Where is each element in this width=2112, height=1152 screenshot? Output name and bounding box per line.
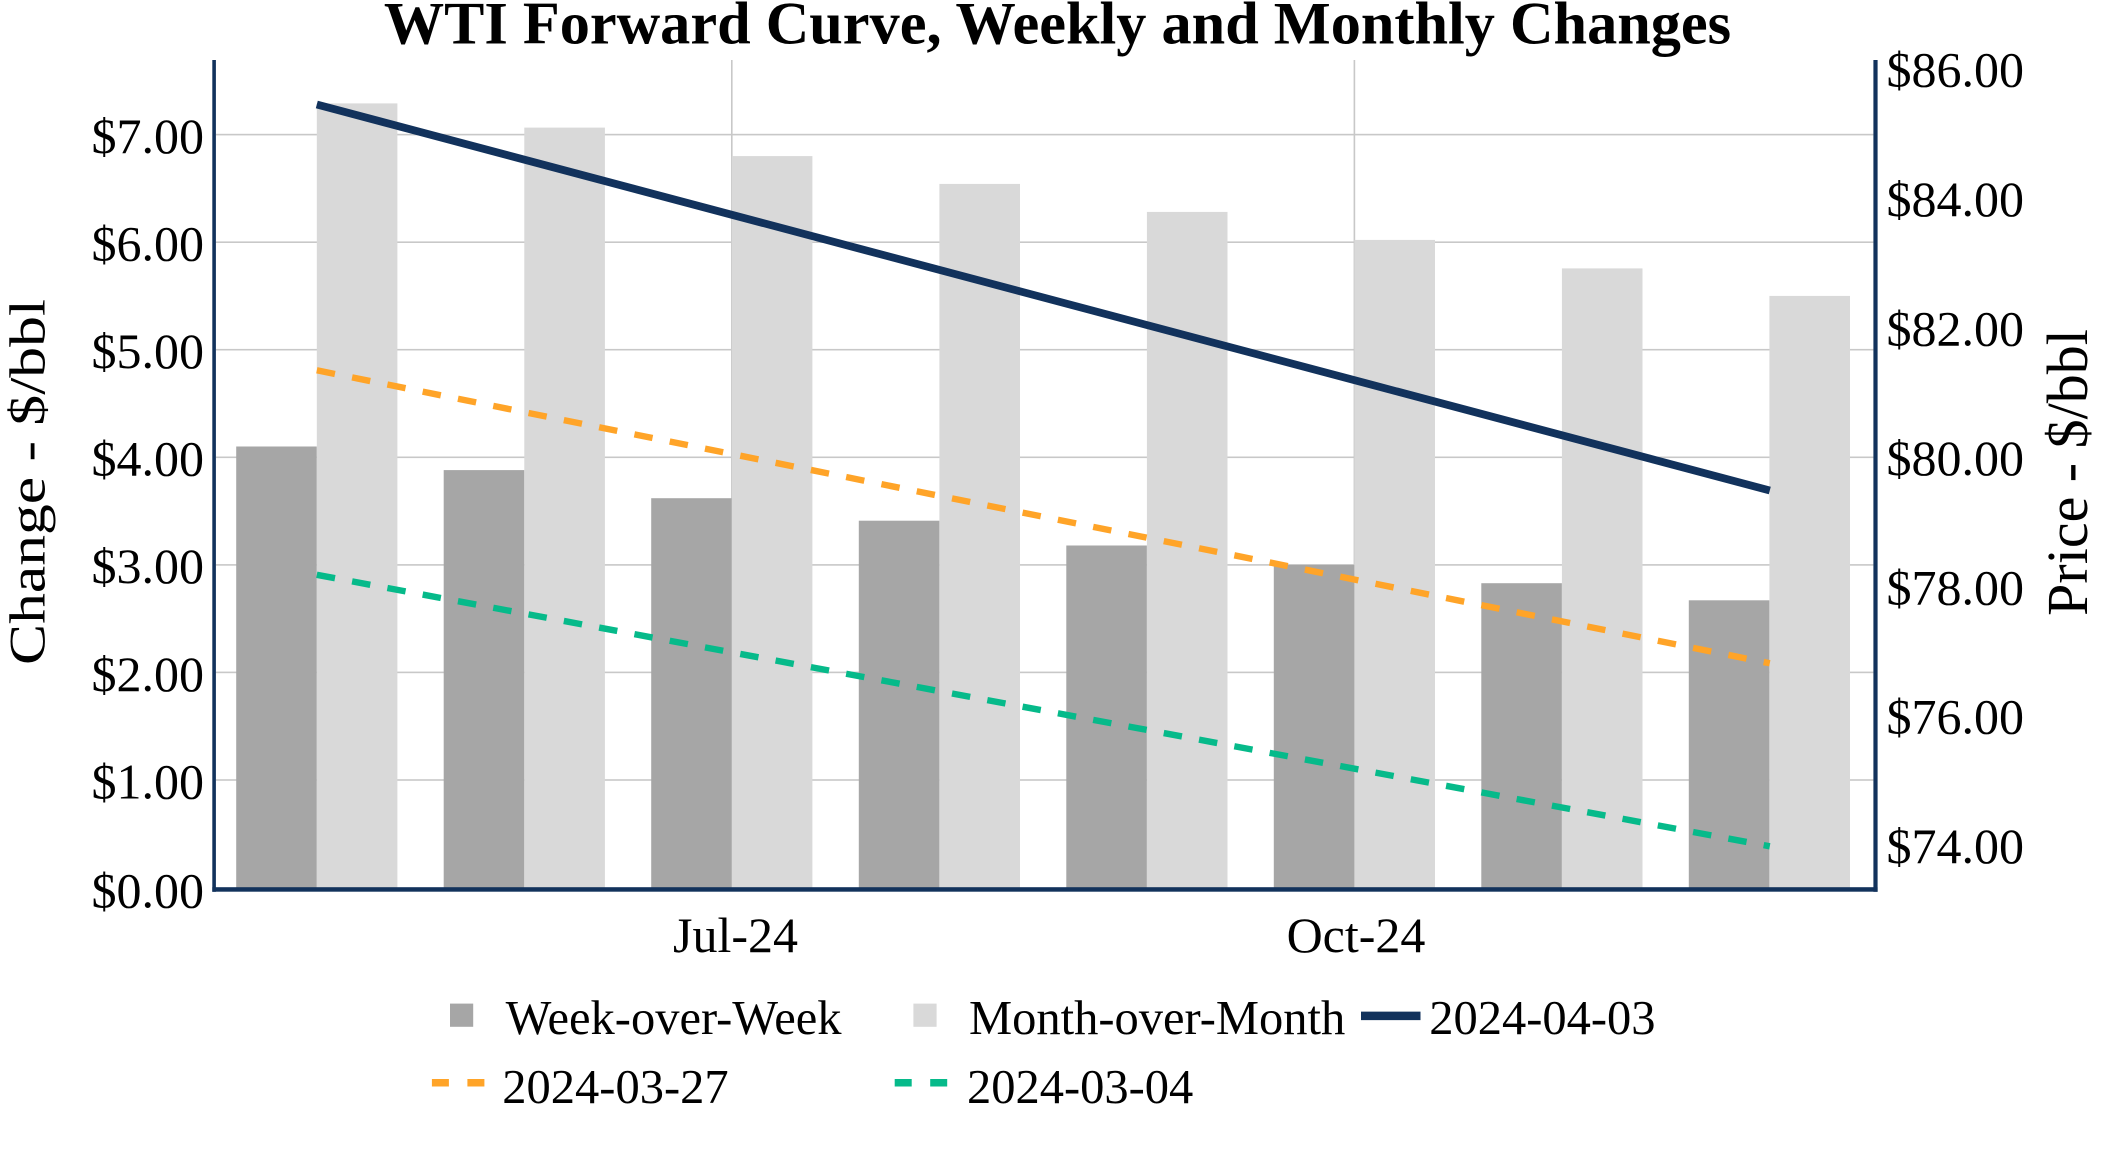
- svg-text:Month-over-Month: Month-over-Month: [969, 992, 1345, 1045]
- svg-text:$82.00: $82.00: [1887, 300, 2025, 356]
- svg-text:$76.00: $76.00: [1887, 689, 2025, 745]
- svg-text:$1.00: $1.00: [92, 753, 205, 809]
- svg-text:$84.00: $84.00: [1887, 171, 2025, 227]
- svg-text:Change - $/bbl: Change - $/bbl: [0, 299, 56, 665]
- svg-text:2024-03-04: 2024-03-04: [967, 1061, 1193, 1114]
- svg-text:Oct-24: Oct-24: [1287, 907, 1426, 963]
- svg-text:$86.00: $86.00: [1887, 42, 2025, 98]
- svg-text:$7.00: $7.00: [92, 108, 205, 164]
- svg-text:$3.00: $3.00: [92, 538, 205, 594]
- svg-text:$2.00: $2.00: [92, 646, 205, 702]
- svg-text:$6.00: $6.00: [92, 216, 205, 272]
- svg-text:Jul-24: Jul-24: [673, 907, 798, 963]
- svg-text:$80.00: $80.00: [1887, 430, 2025, 486]
- svg-text:$78.00: $78.00: [1887, 559, 2025, 615]
- svg-text:2024-03-27: 2024-03-27: [502, 1061, 728, 1114]
- svg-text:2024-04-03: 2024-04-03: [1429, 992, 1655, 1045]
- svg-text:$0.00: $0.00: [92, 863, 205, 919]
- svg-text:$74.00: $74.00: [1887, 818, 2025, 874]
- svg-text:WTI Forward Curve, Weekly and: WTI Forward Curve, Weekly and Monthly Ch…: [384, 0, 1731, 58]
- svg-text:$5.00: $5.00: [92, 323, 205, 379]
- svg-text:Price - $/bbl: Price - $/bbl: [2035, 329, 2100, 616]
- svg-text:$4.00: $4.00: [92, 431, 205, 487]
- svg-text:Week-over-Week: Week-over-Week: [506, 992, 843, 1045]
